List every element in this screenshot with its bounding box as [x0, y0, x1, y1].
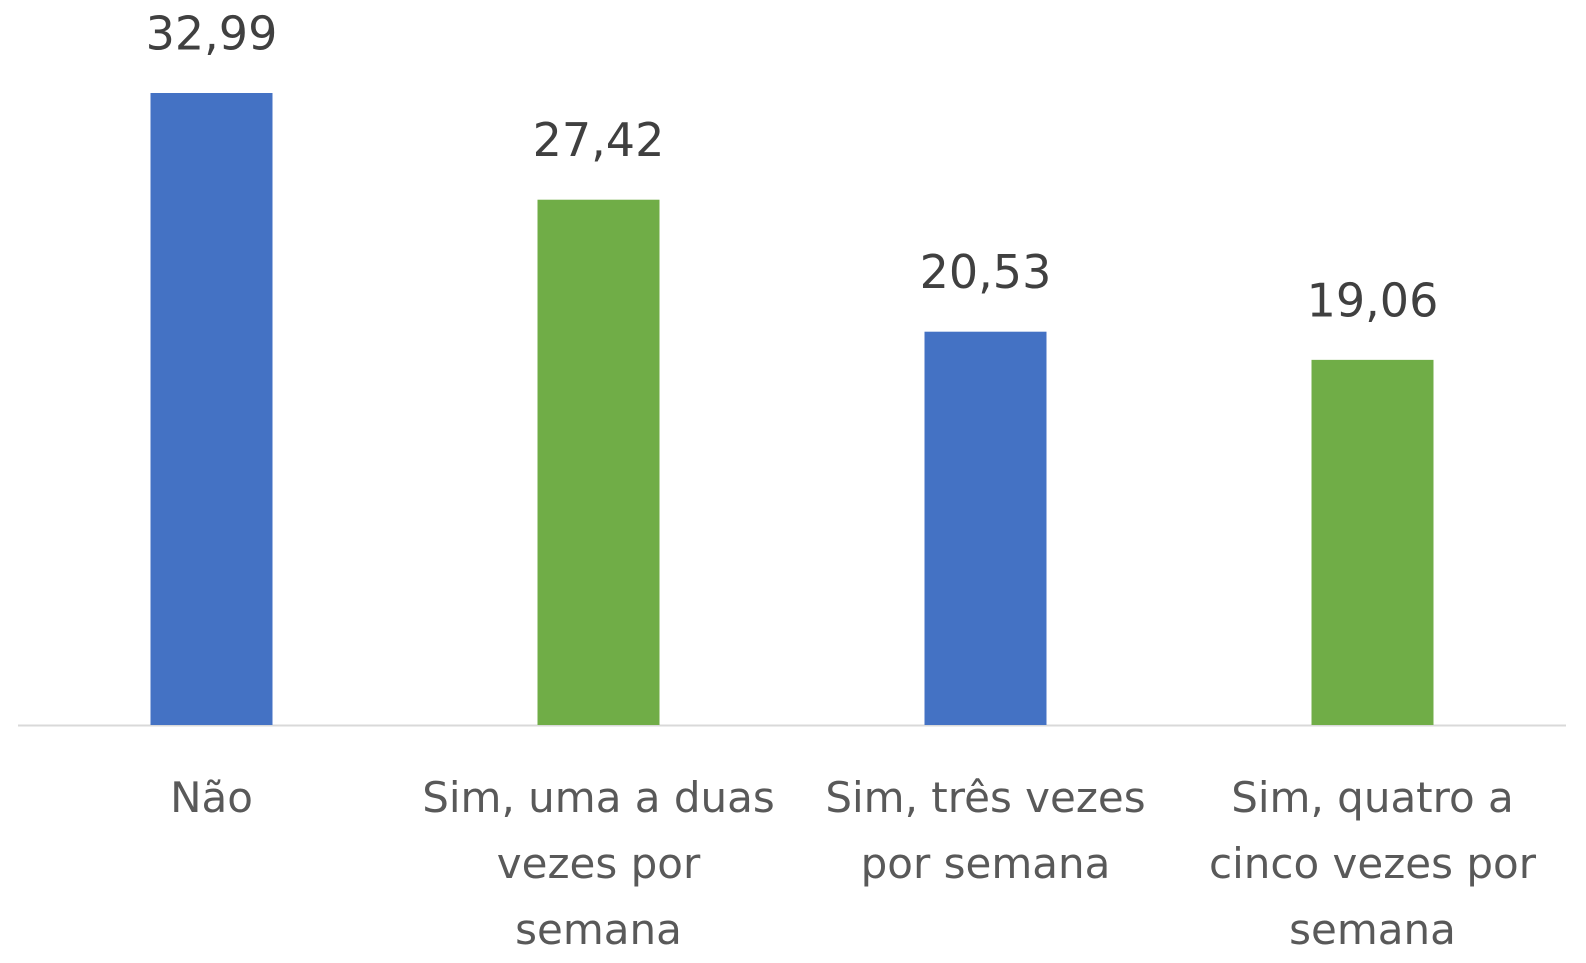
- bar: [1311, 359, 1434, 725]
- value-label: 27,42: [533, 113, 665, 167]
- value-label: 19,06: [1307, 273, 1439, 327]
- bar: [924, 331, 1047, 725]
- value-label: 32,99: [146, 7, 278, 61]
- x-tick-label: Sim, quatro a cinco vezes por semana: [1209, 773, 1536, 954]
- bar: [537, 199, 660, 725]
- x-tick-label: Não: [170, 773, 253, 822]
- bar: [150, 93, 273, 725]
- value-label: 20,53: [920, 245, 1052, 299]
- x-tick-label: Sim, três vezes por semana: [825, 773, 1146, 888]
- x-tick-label: Sim, uma a duas vezes por semana: [422, 773, 775, 954]
